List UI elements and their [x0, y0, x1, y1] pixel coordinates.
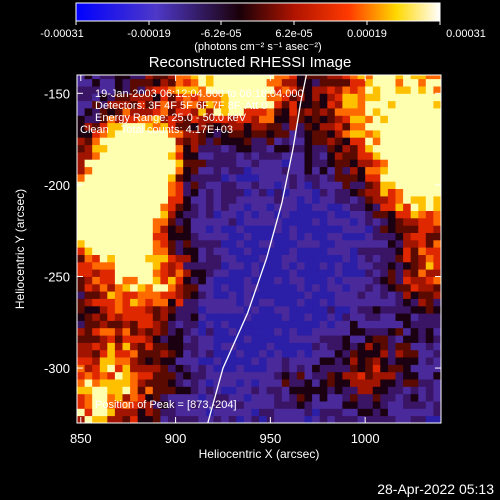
y-tick-label: -150	[44, 86, 70, 101]
annotation-time: 19-Jan-2003 06:12:04.000 to 06:18:04.000	[95, 88, 304, 100]
footer-timestamp: 28-Apr-2022 05:13	[377, 481, 494, 497]
colorbar-tick-label: 6.2e-05	[275, 28, 312, 40]
y-tick-label: -200	[44, 178, 70, 193]
x-tick-label: 900	[165, 431, 187, 446]
annotation-detectors: Detectors: 3F 4F 5F 6F 7F 8F, Att 0	[95, 100, 267, 112]
x-axis-label: Heliocentric X (arcsec)	[199, 447, 320, 461]
colorbar-tick-label: -6.2e-05	[201, 28, 242, 40]
heatmap-image	[77, 75, 441, 423]
plot-frame	[76, 74, 442, 424]
colorbar-tick-label: -0.00031	[40, 28, 83, 40]
x-tick-label: 950	[260, 431, 282, 446]
annotation-counts: Clean Total counts: 4.17E+03	[80, 124, 233, 136]
colorbar-tick-label: -0.00019	[127, 28, 170, 40]
solar-limb-curve	[207, 75, 308, 423]
x-tick-label: 1000	[351, 431, 380, 446]
colorbar-tick-label: 0.00031	[446, 28, 486, 40]
y-tick-label: -300	[44, 361, 70, 376]
annotation-energy: Energy Range: 25.0 - 50.0 keV	[95, 112, 247, 124]
colorbar-tick-label: 0.00019	[347, 28, 387, 40]
x-tick-label: 850	[70, 431, 92, 446]
colorbar-ticks	[75, 21, 441, 25]
y-axis-label: Heliocentric Y (arcsec)	[13, 189, 27, 309]
colorbar-unit-label: (photons cm⁻² s⁻¹ asec⁻²)	[194, 41, 321, 53]
chart-title: Reconstructed RHESSI Image	[149, 54, 352, 71]
peak-label: Position of Peak = [873,-204]	[95, 399, 237, 411]
y-tick-label: -250	[44, 269, 70, 284]
colorbar	[75, 2, 441, 22]
